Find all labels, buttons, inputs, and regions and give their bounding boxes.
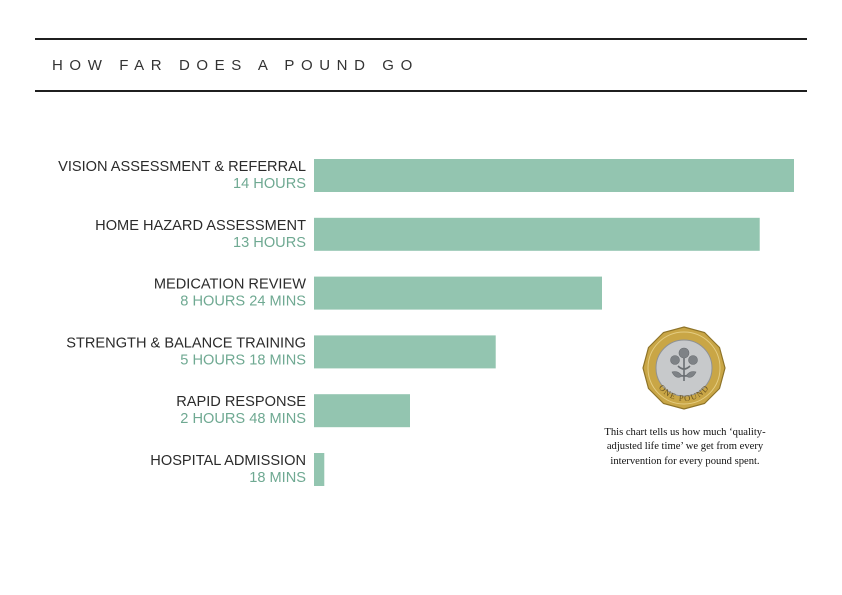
bar [314,159,794,192]
coin-emblem-icon [670,347,698,381]
bar-value-label: 5 HOURS 18 MINS [180,352,306,368]
bar-value-label: 8 HOURS 24 MINS [180,294,306,310]
bar [314,394,410,428]
bar-value-label: 13 HOURS [233,235,306,251]
bar-value-label: 2 HOURS 48 MINS [180,411,306,427]
page-title: HOW FAR DOES A POUND GO [52,57,419,74]
header-bottom-rule [35,90,807,92]
header-top-rule [35,38,807,40]
bar [314,217,760,251]
chart-note: This chart tells us how much ‘quality-ad… [604,427,766,467]
bar-value-label: 14 HOURS [233,176,306,192]
bar-value-label: 18 MINS [249,470,306,486]
one-pound-coin-icon: ONE POUND [642,326,726,410]
bar-category-label: RAPID RESPONSE [176,394,306,410]
bar-category-label: VISION ASSESSMENT & REFERRAL [58,159,306,175]
bar [314,453,325,486]
bar-category-label: HOME HAZARD ASSESSMENT [95,218,306,234]
bar [314,335,496,369]
bar-category-label: HOSPITAL ADMISSION [150,453,306,469]
bar-category-label: MEDICATION REVIEW [154,277,306,293]
bar [314,276,602,310]
bar-category-label: STRENGTH & BALANCE TRAINING [66,335,306,351]
